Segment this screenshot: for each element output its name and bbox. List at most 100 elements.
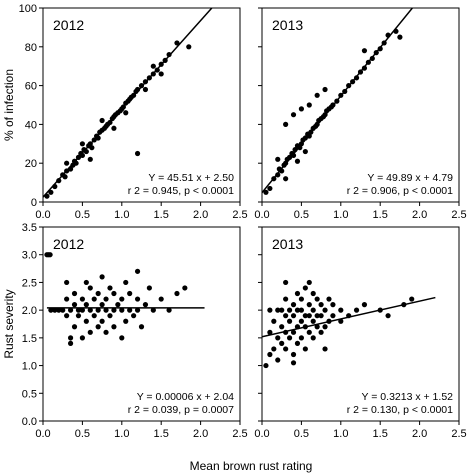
x-tick-label: 0.5 bbox=[294, 428, 309, 440]
y-tick-label: 40 bbox=[25, 119, 37, 131]
data-point bbox=[64, 160, 70, 166]
data-point bbox=[89, 145, 95, 151]
data-point bbox=[279, 340, 285, 346]
regression-line bbox=[262, 296, 436, 338]
scatter-panel-bottom-left: 0.0 0.5 1.0 1.5 2.0 2.5 0.0 0.5 1.0 1.5 2.0 2.5 3.0 3… bbox=[2, 222, 248, 440]
y-tick-label: 1.0 bbox=[22, 361, 37, 373]
data-point bbox=[275, 335, 281, 341]
x-tick-label: 1.5 bbox=[373, 209, 388, 221]
data-point bbox=[87, 285, 93, 291]
data-point bbox=[409, 296, 415, 302]
regression-equation: Y = 45.51 x + 2.50 bbox=[148, 172, 234, 184]
data-point bbox=[310, 335, 316, 341]
scatter-panel-top-right: 0.0 0.5 1.0 1.5 2.0 2.5 2013 Y = 49.89 x + 4.79… bbox=[254, 7, 467, 221]
data-point bbox=[267, 185, 273, 192]
data-point bbox=[83, 279, 89, 286]
data-point bbox=[166, 51, 172, 58]
data-point bbox=[306, 279, 312, 286]
data-point bbox=[298, 307, 304, 313]
data-point bbox=[267, 307, 273, 313]
regression-line bbox=[43, 8, 213, 198]
data-point bbox=[361, 302, 368, 308]
data-point bbox=[127, 307, 133, 313]
data-point bbox=[267, 329, 273, 335]
data-point bbox=[290, 351, 297, 358]
data-point bbox=[48, 189, 54, 195]
data-point bbox=[48, 307, 54, 313]
data-point bbox=[182, 285, 188, 291]
plot-frame bbox=[42, 7, 241, 203]
panel-year-label: 2012 bbox=[53, 236, 84, 252]
data-point bbox=[83, 302, 89, 308]
data-point bbox=[79, 335, 85, 341]
x-tick-label: 2.5 bbox=[451, 209, 466, 221]
data-point bbox=[99, 274, 105, 280]
data-points bbox=[263, 28, 403, 195]
data-point bbox=[330, 302, 336, 308]
panel-year-label: 2013 bbox=[272, 236, 303, 252]
data-point bbox=[146, 285, 152, 291]
y-tick-label: 100 bbox=[19, 3, 37, 15]
data-point bbox=[71, 324, 78, 330]
data-point bbox=[302, 346, 308, 352]
x-tick-label: 2.5 bbox=[232, 209, 247, 221]
data-point bbox=[353, 307, 360, 313]
x-tick-label: 2.5 bbox=[232, 428, 247, 440]
data-point bbox=[290, 329, 297, 335]
y-tick-label: 3.5 bbox=[22, 222, 37, 234]
data-point bbox=[79, 307, 85, 313]
data-point bbox=[310, 307, 316, 313]
data-point bbox=[267, 351, 273, 358]
data-point bbox=[67, 340, 74, 346]
data-point bbox=[123, 318, 129, 324]
data-point bbox=[271, 318, 277, 324]
data-point bbox=[174, 40, 180, 46]
data-point bbox=[326, 296, 332, 302]
data-point bbox=[79, 141, 85, 147]
data-point bbox=[322, 86, 328, 93]
y-tick-label: 20 bbox=[25, 158, 37, 170]
data-point bbox=[103, 329, 109, 335]
data-point bbox=[298, 106, 304, 112]
scatter-panel-top-left: 0.0 0.5 1.0 1.5 2.0 2.5 0 20 40 60 80 100 % of infec… bbox=[2, 3, 248, 221]
data-point bbox=[275, 357, 281, 363]
data-point bbox=[322, 324, 328, 330]
y-tick-label: 2.0 bbox=[22, 305, 37, 317]
y-tick-label: 1.5 bbox=[22, 333, 37, 345]
data-point bbox=[158, 296, 164, 302]
x-tick-label: 2.5 bbox=[451, 428, 466, 440]
regression-stats: r 2 = 0.039, p = 0.0007 bbox=[128, 404, 234, 416]
data-point bbox=[62, 174, 68, 180]
data-point bbox=[75, 307, 82, 313]
x-tick-label: 0.0 bbox=[35, 209, 50, 221]
data-point bbox=[60, 307, 66, 313]
data-point bbox=[322, 307, 328, 313]
data-point bbox=[263, 362, 269, 369]
regression-equation: Y = 49.89 x + 4.79 bbox=[367, 172, 453, 184]
data-point bbox=[306, 329, 312, 335]
data-point bbox=[397, 34, 403, 40]
data-point bbox=[134, 268, 141, 274]
x-tick-label: 0.0 bbox=[254, 209, 269, 221]
x-tick-label: 1.5 bbox=[373, 428, 388, 440]
x-tick-label: 1.5 bbox=[154, 209, 169, 221]
data-point bbox=[87, 329, 93, 335]
data-point bbox=[119, 307, 125, 313]
data-point bbox=[294, 307, 301, 313]
y-tick-label: 60 bbox=[25, 81, 37, 93]
data-point bbox=[107, 313, 113, 319]
data-point bbox=[166, 307, 172, 313]
data-point bbox=[290, 302, 297, 308]
x-tick-label: 1.5 bbox=[154, 428, 169, 440]
data-point bbox=[283, 279, 289, 286]
data-point bbox=[318, 302, 324, 308]
data-point bbox=[138, 324, 145, 330]
y-tick-label: 2.5 bbox=[22, 277, 37, 289]
data-point bbox=[52, 307, 58, 313]
x-tick-label: 0.5 bbox=[294, 209, 309, 221]
data-points bbox=[263, 279, 415, 369]
panel-year-label: 2012 bbox=[53, 17, 84, 33]
data-point bbox=[111, 307, 117, 313]
data-point bbox=[361, 48, 368, 54]
